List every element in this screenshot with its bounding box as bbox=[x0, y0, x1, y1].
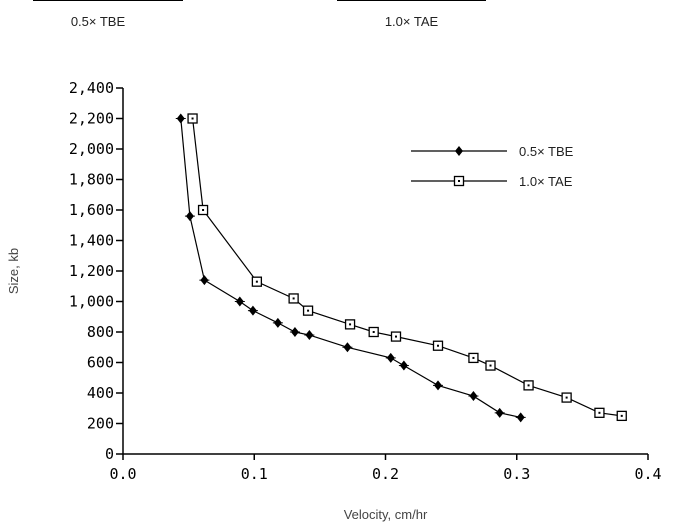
y-tick-label: 1,200 bbox=[69, 262, 114, 280]
y-tick-label: 2,000 bbox=[69, 140, 114, 158]
y-tick-label: 200 bbox=[87, 415, 114, 433]
series-1 bbox=[175, 113, 526, 423]
series-2 bbox=[187, 113, 627, 422]
data-point-dot bbox=[191, 117, 194, 120]
data-point-dot bbox=[255, 280, 258, 283]
data-point-dot bbox=[620, 414, 623, 417]
series-line bbox=[192, 118, 622, 417]
series-layer bbox=[175, 113, 627, 423]
data-point-dot bbox=[349, 323, 352, 326]
data-point-dot bbox=[395, 335, 397, 338]
data-point-dot bbox=[292, 297, 295, 300]
y-tick-label: 600 bbox=[87, 354, 114, 372]
legend-item-2: 1.0× TAE bbox=[411, 174, 573, 189]
x-tick-label: 0.4 bbox=[634, 465, 661, 483]
y-tick-label: 400 bbox=[87, 384, 114, 402]
legend-label: 1.0× TAE bbox=[519, 174, 573, 189]
x-axis-title: Velocity, cm/hr bbox=[344, 507, 428, 522]
series-line bbox=[180, 118, 521, 418]
y-axis-title: Size, kb bbox=[6, 248, 21, 294]
x-tick-label: 0.0 bbox=[109, 465, 136, 483]
y-tick-label: 1,400 bbox=[69, 232, 114, 250]
data-point-dot bbox=[202, 209, 205, 211]
data-point-dot bbox=[565, 396, 568, 399]
data-point-dot bbox=[437, 344, 439, 347]
legend: 0.5× TBE 1.0× TAE bbox=[411, 144, 574, 189]
x-tick-label: 0.3 bbox=[503, 465, 530, 483]
x-tick-label: 0.1 bbox=[241, 465, 268, 483]
header-left-label: 0.5× TBE bbox=[70, 14, 126, 29]
legend-label: 0.5× TBE bbox=[519, 144, 574, 159]
legend-marker-dot bbox=[458, 180, 460, 182]
data-point-dot bbox=[527, 384, 530, 387]
data-point-dot bbox=[489, 364, 492, 367]
y-tick-label: 2,400 bbox=[69, 79, 114, 97]
x-tick-label: 0.2 bbox=[372, 465, 399, 483]
header-right-label: 1.0× TAE bbox=[384, 14, 439, 29]
y-tick-label: 800 bbox=[87, 323, 114, 341]
y-tick-label: 2,200 bbox=[69, 110, 114, 128]
y-tick-label: 0 bbox=[105, 445, 114, 463]
axes: 0 200 400 600 800 1,000 1,200 1,400 1,600 1,800 2,… bbox=[69, 79, 662, 483]
data-point-dot bbox=[472, 356, 475, 359]
y-tick-label: 1,000 bbox=[69, 293, 114, 311]
y-tick-label: 1,800 bbox=[69, 171, 114, 189]
data-point-dot bbox=[372, 331, 375, 333]
legend-item-1: 0.5× TBE bbox=[411, 144, 574, 159]
data-point-dot bbox=[598, 411, 601, 414]
top-right-rule bbox=[337, 0, 486, 1]
y-tick-label: 1,600 bbox=[69, 201, 114, 219]
data-point-dot bbox=[307, 309, 310, 312]
top-left-rule bbox=[33, 0, 183, 1]
